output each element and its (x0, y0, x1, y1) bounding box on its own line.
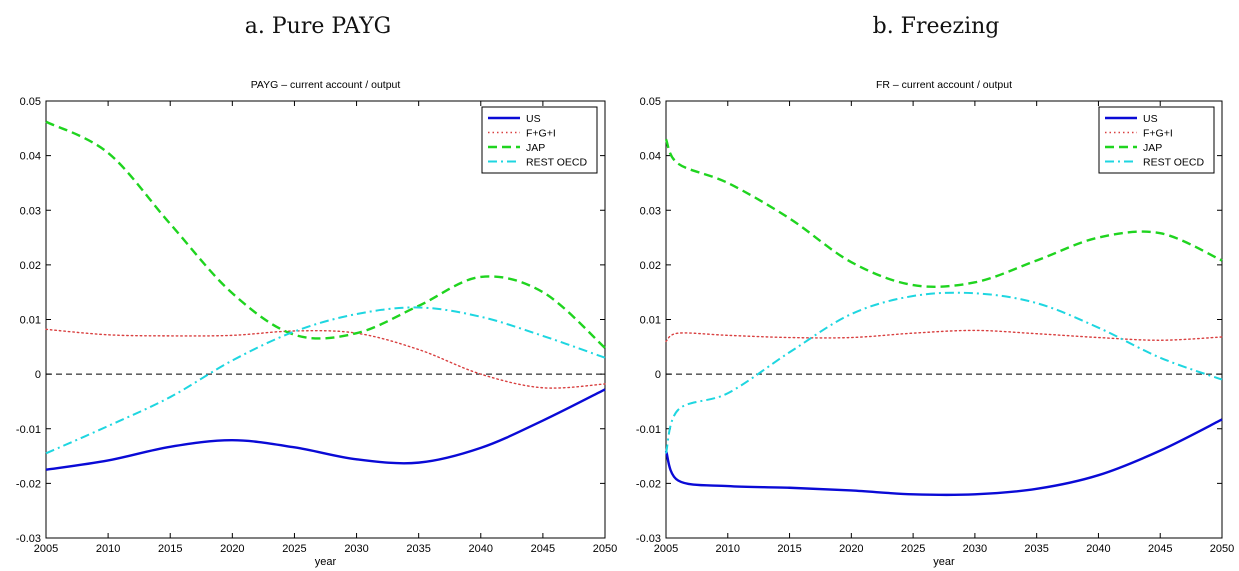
chart1-xtick-label: 2005 (34, 543, 58, 555)
chart1-legend-label-f-g-i: F+G+I (526, 128, 556, 140)
chart2-ytick-label: -0.01 (636, 424, 661, 436)
chart2-legend-label-f-g-i: F+G+I (1143, 128, 1173, 140)
panel-caption-b: b. Freezing (872, 14, 1000, 39)
chart2-legend-label-rest-oecd: REST OECD (1143, 157, 1204, 169)
chart1-ytick-label: 0 (35, 369, 41, 381)
chart1-legend-label-jap: JAP (526, 142, 545, 154)
chart2-xtick-label: 2035 (1024, 543, 1048, 555)
chart1-series-rest-oecd (45, 306, 606, 455)
chart1-ytick-label: 0.01 (20, 315, 41, 327)
chart1-ytick-label: 0.03 (20, 205, 41, 217)
chart2-legend-label-jap: JAP (1143, 142, 1162, 154)
chart2-xtick-label: 2010 (716, 543, 740, 555)
chart2-series-us (664, 418, 1223, 497)
chart2-title: FR – current account / output (876, 79, 1012, 91)
chart2-legend-label-us: US (1143, 113, 1158, 125)
chart1-ytick-label: -0.02 (16, 478, 41, 490)
chart1-xtick-label: 2025 (282, 543, 306, 555)
chart1-ytick-label: 0.04 (20, 151, 41, 163)
chart2-xtick-label: 2045 (1148, 543, 1172, 555)
chart2-ytick-label: -0.03 (636, 533, 661, 545)
chart1-legend-label-rest-oecd: REST OECD (526, 157, 587, 169)
chart2-series-rest-oecd (665, 291, 1223, 454)
chart2-xtick-label: 2050 (1210, 543, 1234, 555)
chart2-ytick-label: 0.02 (640, 260, 661, 272)
chart1-xtick-label: 2045 (531, 543, 555, 555)
chart2-series-jap (664, 138, 1223, 288)
chart1-title: PAYG – current account / output (251, 79, 401, 91)
chart2-xlabel: year (933, 556, 955, 568)
chart1-xtick-label: 2050 (593, 543, 617, 555)
chart2-xtick-label: 2025 (901, 543, 925, 555)
chart2-xtick-label: 2015 (777, 543, 801, 555)
chart1-ytick-label: 0.05 (20, 96, 41, 108)
chart1-xtick-label: 2040 (469, 543, 493, 555)
chart1-series-jap (45, 120, 606, 349)
chart1-xtick-label: 2030 (344, 543, 368, 555)
chart2-ytick-label: 0.05 (640, 96, 661, 108)
chart1-ytick-label: 0.02 (20, 260, 41, 272)
chart1-series-us (45, 388, 606, 471)
chart2-xtick-label: 2030 (963, 543, 987, 555)
chart1-legend-label-us: US (526, 113, 541, 125)
chart2-ytick-label: 0.04 (640, 151, 661, 163)
chart2-ytick-label: 0.01 (640, 315, 661, 327)
panel-caption-a: a. Pure PAYG (244, 14, 392, 39)
chart1-xtick-label: 2015 (158, 543, 182, 555)
chart1-xtick-label: 2035 (406, 543, 430, 555)
chart2-xtick-label: 2020 (839, 543, 863, 555)
chart2-ytick-label: -0.02 (636, 478, 661, 490)
chart2-xtick-label: 2040 (1086, 543, 1110, 555)
chart1-ytick-label: -0.01 (16, 424, 41, 436)
chart2-ytick-label: 0.03 (640, 205, 661, 217)
chart1-xlabel: year (315, 556, 337, 568)
chart1-ytick-label: -0.03 (16, 533, 41, 545)
chart1-series-f-g-i (45, 328, 606, 389)
chart2-ytick-label: 0 (655, 369, 661, 381)
chart2-xtick-label: 2005 (654, 543, 678, 555)
chart1-xtick-label: 2020 (220, 543, 244, 555)
chart1-xtick-label: 2010 (96, 543, 120, 555)
chart2-series-f-g-i (665, 329, 1223, 343)
